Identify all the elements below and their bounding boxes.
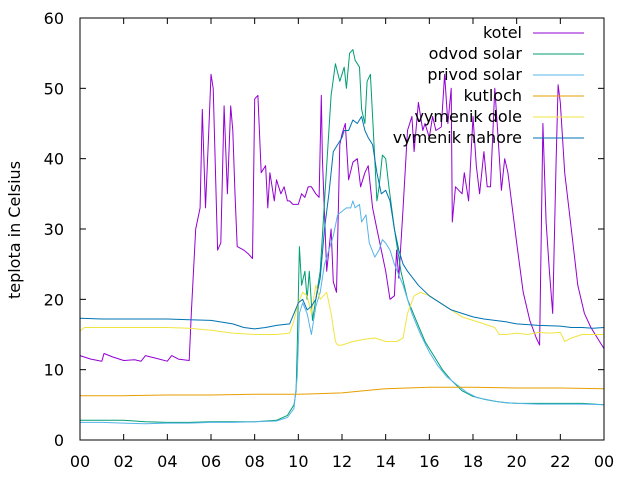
x-tick-label: 00 <box>594 452 614 471</box>
x-tick-label: 18 <box>463 452 483 471</box>
series-line-kutloch <box>80 386 605 397</box>
legend-label: odvod solar <box>429 44 523 63</box>
legend: kotel odvod solar privod solar kutloch vymen… <box>393 23 584 147</box>
series-line-vymenik-nahore <box>79 116 605 330</box>
y-axis-label: teplota in Celsius <box>5 161 24 299</box>
x-tick-label: 08 <box>244 452 264 471</box>
series-line-privod-solar <box>80 200 605 425</box>
legend-label: vymenik dole <box>414 107 522 126</box>
y-tick-label: 0 <box>54 431 64 450</box>
x-tick-label: 20 <box>506 452 526 471</box>
series-line-kotel <box>79 73 605 362</box>
x-tick-label: 02 <box>113 452 133 471</box>
y-tick-label: 30 <box>44 220 64 239</box>
x-tick-label: 00 <box>70 452 90 471</box>
y-tick-label: 20 <box>44 290 64 309</box>
x-tick-label: 16 <box>419 452 439 471</box>
x-tick-label: 10 <box>288 452 308 471</box>
legend-label: privod solar <box>427 65 522 84</box>
legend-label: kutloch <box>464 86 522 105</box>
x-tick-label: 12 <box>332 452 352 471</box>
legend-label: vymenik nahore <box>393 128 522 147</box>
y-tick-label: 40 <box>44 150 64 169</box>
x-tick-label: 06 <box>201 452 221 471</box>
series-line-vymenik-dole <box>79 284 604 346</box>
series-layer <box>79 49 605 425</box>
x-tick-label: 04 <box>157 452 177 471</box>
legend-label: kotel <box>483 23 522 42</box>
tick-layer: 0 10 20 30 40 50 60 00 02 04 06 08 10 12 14 16 18 20 22 00 <box>44 9 615 471</box>
y-tick-label: 60 <box>44 9 64 28</box>
y-tick-label: 10 <box>44 361 64 380</box>
x-tick-label: 22 <box>550 452 570 471</box>
x-tick-label: 14 <box>375 452 395 471</box>
y-tick-label: 50 <box>44 79 64 98</box>
